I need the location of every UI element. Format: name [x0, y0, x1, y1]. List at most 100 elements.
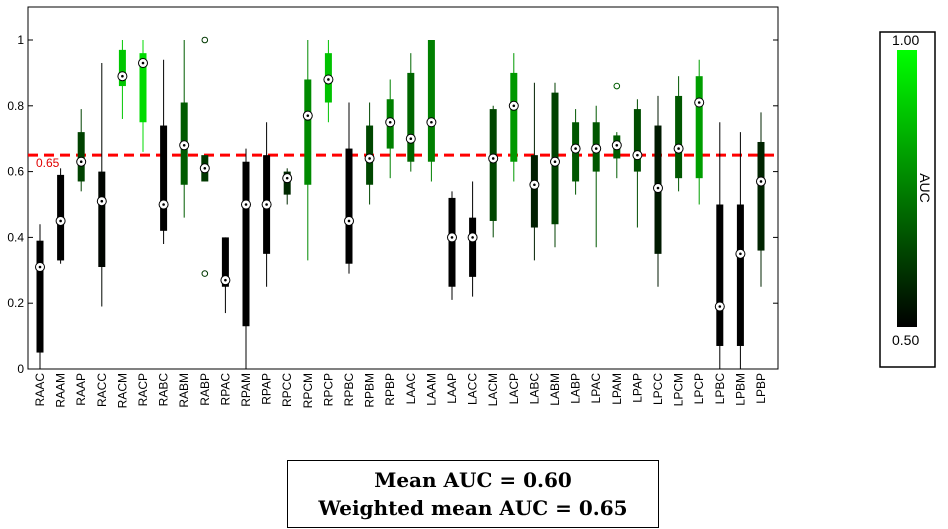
box-median-dot	[100, 199, 104, 203]
box-body	[345, 148, 353, 264]
y-axis: 0 0.2 0.4 0.6 0.8 1	[7, 33, 778, 376]
box-median-dot	[553, 160, 557, 164]
x-category-label: RPBM	[363, 373, 377, 408]
y-tick-label: 0.2	[7, 296, 24, 310]
box-outlier	[201, 270, 209, 277]
box-outlier	[613, 82, 621, 90]
box-body	[469, 217, 477, 277]
y-tick-label: 0.4	[7, 230, 24, 244]
x-category-label: RPBP	[383, 373, 397, 406]
x-category-label: LPAP	[630, 373, 644, 403]
x-category-label: RABM	[177, 373, 191, 408]
x-category-label: LPBP	[754, 373, 768, 404]
x-category-label: RAAP	[74, 373, 88, 406]
box-median-dot	[759, 180, 763, 183]
x-category-label: RABC	[157, 373, 171, 407]
x-category-label: RPBC	[342, 373, 356, 407]
weighted-mean-auc-text: Weighted mean AUC = 0.65	[318, 496, 628, 520]
box-median-dot	[38, 265, 42, 269]
box-median-dot	[533, 183, 536, 187]
x-category-label: LACC	[466, 373, 480, 405]
box-body	[736, 204, 744, 346]
x-category-label: RPAM	[239, 373, 253, 407]
box-median-dot	[409, 137, 413, 140]
summary-box: Mean AUC = 0.60 Weighted mean AUC = 0.65	[287, 460, 659, 528]
mean-auc-text: Mean AUC = 0.60	[374, 468, 572, 492]
colorbar: 1.00 0.50 AUC	[879, 31, 936, 368]
box-median-dot	[347, 219, 351, 223]
x-category-label: LABM	[548, 373, 562, 406]
box-median-dot	[677, 147, 680, 150]
box-body	[36, 240, 44, 353]
y-tick-label: 0.6	[7, 165, 24, 179]
y-tick-label: 1	[17, 33, 24, 47]
box-body	[304, 79, 312, 185]
colorbar-gradient	[897, 50, 917, 327]
box-body	[489, 109, 497, 221]
x-category-label: LABP	[569, 373, 583, 404]
x-category-label: RAAC	[33, 373, 47, 407]
box-median-dot	[471, 236, 474, 239]
box-median-dot	[388, 120, 392, 124]
box-median-dot	[512, 104, 516, 108]
x-category-label: RACP	[136, 373, 150, 406]
x-category-label: LPCM	[672, 373, 686, 406]
box-median-dot	[327, 78, 330, 81]
x-category-label: RPCC	[280, 373, 294, 407]
box-median-dot	[368, 157, 371, 160]
box-body	[242, 161, 250, 327]
box-body	[757, 141, 765, 251]
box-median-dot	[718, 305, 722, 308]
box-median-dot	[450, 236, 454, 239]
x-category-label: LAAC	[404, 373, 418, 405]
box-median-dot	[594, 147, 598, 150]
colorbar-min-label: 0.50	[892, 332, 919, 348]
box-median-dot	[59, 219, 62, 223]
box-median-dot	[306, 114, 310, 117]
x-category-label: LAAM	[424, 373, 438, 406]
box-body	[427, 40, 435, 162]
box-median-dot	[265, 203, 268, 206]
y-tick-label: 0.8	[7, 99, 24, 113]
x-category-label: LPCC	[651, 373, 665, 405]
box-median-dot	[162, 203, 165, 206]
x-category-label: LACM	[486, 373, 500, 406]
box-median-dot	[79, 160, 83, 164]
x-category-label: LPCP	[692, 373, 706, 404]
box-body	[675, 95, 683, 179]
x-category-label: LPAC	[589, 373, 603, 404]
box-median-dot	[121, 74, 124, 78]
box-series	[35, 36, 766, 369]
box-body	[716, 204, 724, 346]
box-median-dot	[574, 147, 577, 150]
plot-area	[27, 6, 779, 370]
x-category-label: LABC	[527, 373, 541, 405]
box-median-dot	[285, 176, 289, 180]
box-median-dot	[141, 61, 145, 65]
box-body	[160, 125, 168, 231]
box-median-dot	[182, 143, 186, 147]
box-median-dot	[203, 167, 207, 170]
box-body	[407, 72, 415, 162]
y-tick-label: 0	[17, 362, 24, 376]
box-median-dot	[244, 203, 248, 206]
colorbar-title: AUC	[917, 173, 933, 203]
box-median-dot	[615, 143, 619, 147]
reference-line-group: 0.65	[28, 153, 778, 170]
x-axis-labels: RAAC RAAM RAAP RACC RACM RACP RABC RABM RABP RPAC…	[33, 373, 768, 409]
box-median-dot	[739, 252, 742, 256]
x-category-label: LPAM	[610, 373, 624, 405]
box-median-dot	[697, 101, 701, 104]
x-category-label: RABP	[198, 373, 212, 406]
box-median-dot	[656, 186, 660, 190]
box-body	[98, 171, 106, 268]
box-body	[221, 237, 229, 287]
box-median-dot	[430, 120, 433, 124]
box-median-dot	[491, 157, 495, 160]
box-body	[510, 72, 518, 162]
x-category-label: RPCP	[321, 373, 335, 406]
x-category-label: RACC	[95, 373, 109, 407]
x-category-label: LAAP	[445, 373, 459, 404]
box-median-dot	[636, 153, 639, 157]
